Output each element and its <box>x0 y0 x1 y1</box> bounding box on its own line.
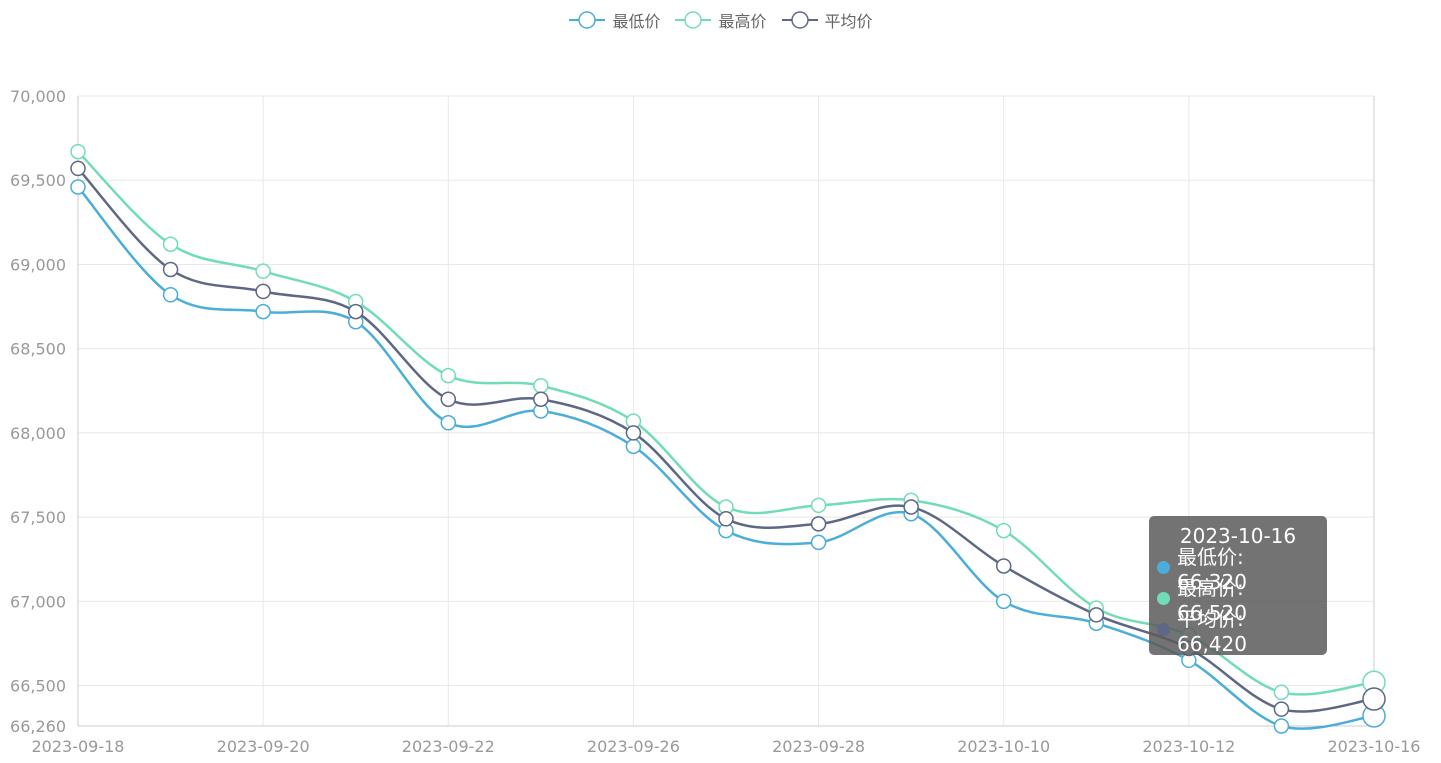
y-tick-label: 67,000 <box>10 592 66 611</box>
y-tick-label: 66,500 <box>10 677 66 696</box>
tooltip-dot-high-icon <box>1157 592 1170 605</box>
x-tick-label: 2023-09-28 <box>772 737 865 756</box>
x-tick-label: 2023-09-20 <box>217 737 310 756</box>
data-point <box>533 391 549 407</box>
data-point <box>70 179 86 195</box>
data-point <box>995 593 1012 610</box>
legend: 最低价 最高价 平均价 <box>0 8 1441 32</box>
y-tick-label: 66,260 <box>10 717 66 736</box>
y-tick-label: 69,500 <box>10 171 66 190</box>
y-tick-label: 67,500 <box>10 508 66 527</box>
y-tick-label: 68,000 <box>10 424 66 443</box>
legend-marker-high-icon <box>675 11 712 29</box>
data-point <box>162 287 179 303</box>
y-tick-label: 70,000 <box>10 87 66 106</box>
legend-label-high: 最高价 <box>718 12 767 31</box>
data-point <box>440 391 457 407</box>
data-point <box>810 516 827 532</box>
data-point <box>903 499 919 515</box>
data-point <box>255 263 271 279</box>
data-point <box>995 522 1012 539</box>
x-tick-label: 2023-09-18 <box>32 737 125 756</box>
data-point <box>162 261 179 278</box>
legend-marker-avg-icon <box>781 11 818 29</box>
x-tick-label: 2023-09-26 <box>587 737 680 756</box>
x-tick-label: 2023-09-22 <box>402 737 495 756</box>
tooltip-value-avg: 平均价: 66,420 <box>1177 607 1247 656</box>
legend-item-avg[interactable]: 平均价 <box>781 8 873 32</box>
data-point <box>533 377 549 394</box>
x-tick-label: 2023-10-16 <box>1328 737 1421 756</box>
legend-item-low[interactable]: 最低价 <box>568 8 660 32</box>
data-point <box>1273 684 1290 701</box>
data-point <box>625 438 642 455</box>
x-tick-label: 2023-10-12 <box>1142 737 1235 756</box>
tooltip-dot-low-icon <box>1157 561 1170 574</box>
legend-label-avg: 平均价 <box>824 12 873 31</box>
legend-label-low: 最低价 <box>612 12 661 31</box>
y-tick-label: 69,000 <box>10 255 66 274</box>
legend-marker-low-icon <box>569 11 606 29</box>
tooltip: 2023-10-16 最低价: 66,320 最高价: 66,520 平均价: … <box>1149 516 1327 656</box>
tooltip-value-low: 最低价: 66,320 <box>1177 545 1247 594</box>
legend-item-high[interactable]: 最高价 <box>674 8 767 32</box>
data-point <box>1362 687 1386 711</box>
data-point <box>1273 718 1290 734</box>
y-tick-label: 68,500 <box>10 340 66 359</box>
data-point <box>810 497 827 514</box>
data-point <box>440 415 457 431</box>
data-point <box>255 283 271 300</box>
data-point <box>347 303 364 320</box>
data-point <box>625 425 642 441</box>
tooltip-value-high: 最高价: 66,520 <box>1177 576 1247 625</box>
data-point <box>1273 701 1290 717</box>
data-point <box>718 511 734 527</box>
data-point <box>810 534 827 551</box>
data-point <box>1088 607 1105 623</box>
data-point <box>70 160 86 177</box>
data-point <box>995 558 1012 574</box>
data-point <box>70 143 86 160</box>
tooltip-row-low: 最低价: 66,320 <box>1157 545 1319 594</box>
data-point <box>162 236 179 252</box>
data-point <box>255 303 271 320</box>
data-point <box>440 367 457 384</box>
x-tick-label: 2023-10-10 <box>957 737 1050 756</box>
tooltip-row-avg: 平均价: 66,420 <box>1157 607 1319 656</box>
tooltip-title: 2023-10-16 <box>1179 524 1297 548</box>
tooltip-dot-avg-icon <box>1157 623 1170 636</box>
tooltip-row-high: 最高价: 66,520 <box>1157 576 1319 625</box>
series-line-0 <box>77 186 1375 730</box>
